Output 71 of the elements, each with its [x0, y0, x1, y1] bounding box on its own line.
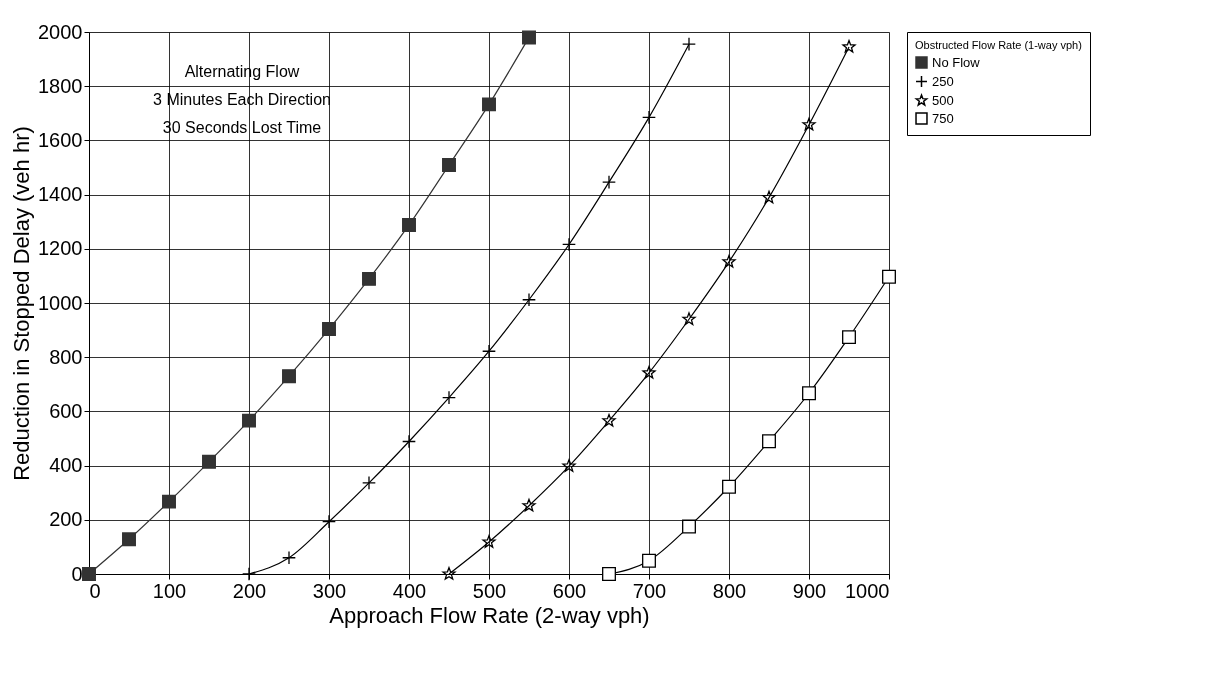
- point: [842, 330, 856, 345]
- x-tick-label: 800: [712, 579, 747, 602]
- point: [522, 498, 536, 512]
- x-tick-label: 600: [552, 579, 587, 602]
- y-tick-label: 1400: [38, 183, 83, 206]
- point: [602, 175, 616, 190]
- x-tick-label: 900: [792, 579, 827, 602]
- x-axis-title: Approach Flow Rate (2-way vph): [329, 602, 650, 628]
- point: [642, 110, 656, 125]
- point: [642, 365, 656, 379]
- x-tick-label: 0: [89, 579, 101, 602]
- y-tick-label: 200: [49, 508, 83, 531]
- point: [842, 39, 856, 53]
- y-axis-title: Reduction in Stopped Delay (veh hr): [9, 126, 35, 481]
- point: [402, 217, 416, 232]
- point: [682, 312, 696, 326]
- x-tick-label: 500: [472, 579, 507, 602]
- legend-label: 750: [932, 110, 954, 126]
- point: [602, 567, 616, 581]
- y-tick-label: 1000: [38, 291, 83, 314]
- legend-label: No Flow: [932, 54, 981, 70]
- y-tick-label: 1200: [38, 237, 83, 260]
- point: [722, 479, 736, 494]
- point: [362, 475, 376, 490]
- legend-label: 500: [932, 92, 954, 108]
- point: [82, 567, 96, 581]
- point: [562, 237, 576, 252]
- point: [682, 519, 696, 534]
- point: [762, 190, 776, 204]
- point: [442, 158, 456, 173]
- point: [522, 30, 536, 45]
- x-tick-label: 700: [632, 579, 667, 602]
- x-tick-label: 300: [312, 579, 347, 602]
- legend-title: Obstructed Flow Rate (1-way vph): [915, 39, 1082, 51]
- point: [322, 514, 336, 529]
- point: [802, 117, 816, 131]
- point: [442, 390, 456, 405]
- y-tick-label: 600: [49, 399, 83, 422]
- point: [362, 271, 376, 286]
- point: [522, 292, 536, 307]
- y-tick-label: 1600: [38, 128, 83, 151]
- y-tick-label: 400: [49, 454, 83, 477]
- point: [442, 567, 456, 580]
- point: [162, 494, 176, 509]
- x-tick-label: 400: [392, 579, 427, 602]
- legend-label: 250: [932, 73, 954, 89]
- point: [562, 459, 576, 472]
- point: [482, 344, 496, 359]
- y-tick-label: 800: [49, 345, 83, 368]
- point: [602, 413, 616, 427]
- point: [122, 532, 136, 547]
- point: [282, 369, 296, 384]
- point: [482, 535, 496, 548]
- point: [762, 434, 776, 449]
- point: [482, 97, 496, 112]
- x-tick-label: 200: [232, 579, 267, 602]
- point: [282, 550, 296, 565]
- x-tick-label: 1000: [845, 579, 890, 602]
- y-tick-label: 1800: [38, 74, 83, 97]
- point: [682, 37, 696, 52]
- point: [402, 434, 416, 449]
- x-tick-label: 100: [152, 579, 187, 602]
- point: [202, 454, 216, 469]
- point: [802, 386, 816, 401]
- point: [722, 254, 736, 268]
- y-tick-label: 2000: [38, 20, 83, 43]
- point: [242, 413, 256, 428]
- point: [882, 269, 896, 284]
- point: [322, 322, 336, 336]
- y-tick-label: 0: [71, 562, 83, 585]
- point: [642, 553, 656, 568]
